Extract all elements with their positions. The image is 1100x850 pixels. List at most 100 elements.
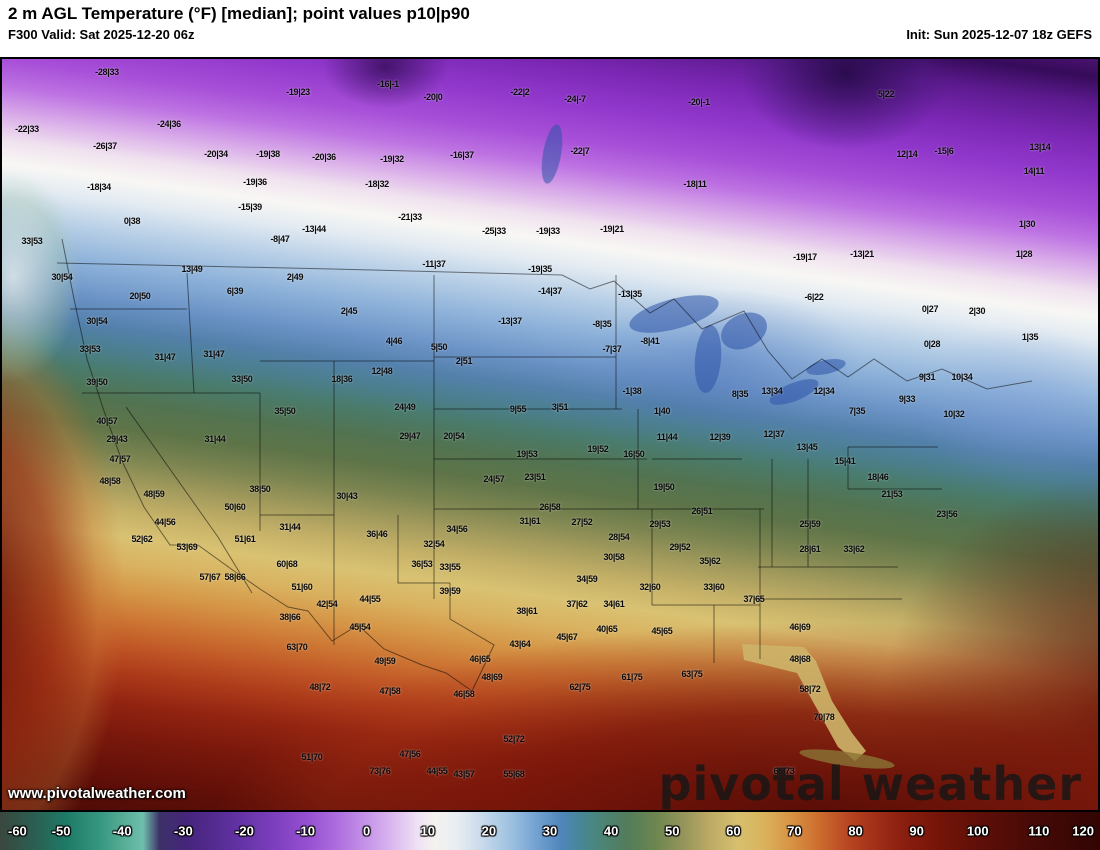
point-value: 43|57 <box>453 769 475 779</box>
point-value: 34|61 <box>603 599 625 609</box>
point-value: 43|64 <box>509 639 531 649</box>
point-value: 42|54 <box>316 599 338 609</box>
point-value: 55|68 <box>503 769 525 779</box>
point-value: 3|51 <box>551 402 569 412</box>
point-value: 61|75 <box>621 672 643 682</box>
point-value: 53|69 <box>176 542 198 552</box>
point-value: 13|34 <box>761 386 783 396</box>
point-value: -22|2 <box>510 87 530 97</box>
point-value: 30|58 <box>603 552 625 562</box>
point-value: -13|37 <box>498 316 522 326</box>
point-value: -19|32 <box>380 154 404 164</box>
point-value: 37|65 <box>743 594 765 604</box>
point-value: 30|54 <box>86 316 108 326</box>
point-value: 31|44 <box>204 434 226 444</box>
point-value: 46|69 <box>789 622 811 632</box>
point-value: 1|35 <box>1021 332 1039 342</box>
colorbar-tick: 20 <box>481 823 497 839</box>
point-value: -26|37 <box>93 141 117 151</box>
point-value: -14|37 <box>538 286 562 296</box>
point-value: 47|56 <box>399 749 421 759</box>
point-value: -8|41 <box>640 336 660 346</box>
point-value: 23|51 <box>524 472 546 482</box>
point-value: 33|53 <box>21 236 43 246</box>
point-value: 12|14 <box>896 149 918 159</box>
point-value: 0|38 <box>123 216 141 226</box>
point-value: -8|47 <box>270 234 290 244</box>
point-value: 44|56 <box>154 517 176 527</box>
point-value: -24|36 <box>157 119 181 129</box>
point-value: 33|53 <box>79 344 101 354</box>
init-time-label: Init: Sun 2025-12-07 18z GEFS <box>906 27 1092 43</box>
point-value: -18|11 <box>683 179 707 189</box>
point-value: 0|28 <box>923 339 941 349</box>
point-value: 51|60 <box>291 582 313 592</box>
point-value: 19|52 <box>587 444 609 454</box>
point-value: -19|17 <box>793 252 817 262</box>
point-value: 44|55 <box>359 594 381 604</box>
colorbar-tick: 110 <box>1028 823 1050 839</box>
point-value: 58|66 <box>224 572 246 582</box>
point-value: -6|22 <box>804 292 824 302</box>
point-value: -22|33 <box>15 124 39 134</box>
point-value: 2|51 <box>455 356 473 366</box>
point-value: 2|45 <box>340 306 358 316</box>
point-value: 49|59 <box>374 656 396 666</box>
point-value: -13|21 <box>850 249 874 259</box>
point-value: -15|39 <box>238 202 262 212</box>
point-value: 34|59 <box>576 574 598 584</box>
point-value: -20|0 <box>423 92 443 102</box>
colorbar-tick: 120 <box>1072 823 1094 839</box>
colorbar-ticks: -60 -50 -40 -30 -20 -10 0 10 20 30 40 50 60 70 80 90 100… <box>0 812 1100 850</box>
point-values-layer: -28|33 -19|23 -16|-1 -20|0 -22|2 -24|-7 -20|-1… <box>2 59 1098 810</box>
point-value: 38|50 <box>249 484 271 494</box>
point-value: 65|73 <box>773 766 795 776</box>
point-value: -1|38 <box>622 386 642 396</box>
point-value: -7|37 <box>602 344 622 354</box>
header-subrow: F300 Valid: Sat 2025-12-20 06z Init: Sun… <box>8 27 1092 42</box>
point-value: 7|35 <box>848 406 866 416</box>
point-value: 39|59 <box>439 586 461 596</box>
point-value: 30|43 <box>336 491 358 501</box>
point-value: 48|69 <box>481 672 503 682</box>
point-value: 29|47 <box>399 431 421 441</box>
point-value: 40|57 <box>96 416 118 426</box>
point-value: -13|35 <box>618 289 642 299</box>
point-value: -19|21 <box>600 224 624 234</box>
point-value: -19|36 <box>243 177 267 187</box>
point-value: 47|57 <box>109 454 131 464</box>
colorbar-tick: -40 <box>112 823 132 839</box>
colorbar-tick: 60 <box>726 823 741 839</box>
point-value: 40|65 <box>596 624 618 634</box>
geography-overlay <box>56 124 1033 769</box>
point-value: 9|31 <box>918 372 936 382</box>
colorbar-tick: 90 <box>909 823 924 839</box>
point-value: 26|58 <box>539 502 561 512</box>
point-value: 36|46 <box>366 529 388 539</box>
colorbar-tick: 70 <box>787 823 802 839</box>
point-value: 45|67 <box>556 632 578 642</box>
watermark-brand: pivotal weather <box>658 757 1082 812</box>
watermark-url[interactable]: www.pivotalweather.com <box>8 785 186 802</box>
colorbar-tick: 100 <box>966 823 989 839</box>
point-value: 1|30 <box>1018 219 1036 229</box>
colorbar-tick: 50 <box>664 823 680 839</box>
point-value: 18|46 <box>867 472 889 482</box>
point-value: 48|58 <box>99 476 121 486</box>
point-value: 30|54 <box>51 272 73 282</box>
point-value: 25|59 <box>799 519 821 529</box>
cuba-landmass <box>799 749 895 769</box>
point-value: -19|38 <box>256 149 280 159</box>
point-value: 19|50 <box>653 482 675 492</box>
point-value: 13|49 <box>181 264 203 274</box>
point-value: -21|33 <box>398 212 422 222</box>
point-value: 13|14 <box>1029 142 1051 152</box>
point-value: 2|49 <box>286 272 304 282</box>
valid-time-label: F300 Valid: Sat 2025-12-20 06z <box>8 27 195 43</box>
point-value: 57|67 <box>199 572 221 582</box>
colorbar-tick: 0 <box>363 823 371 839</box>
point-value: 28|54 <box>608 532 630 542</box>
point-value: 48|59 <box>143 489 165 499</box>
point-value: 45|54 <box>349 622 371 632</box>
point-value: 5|50 <box>430 342 448 352</box>
